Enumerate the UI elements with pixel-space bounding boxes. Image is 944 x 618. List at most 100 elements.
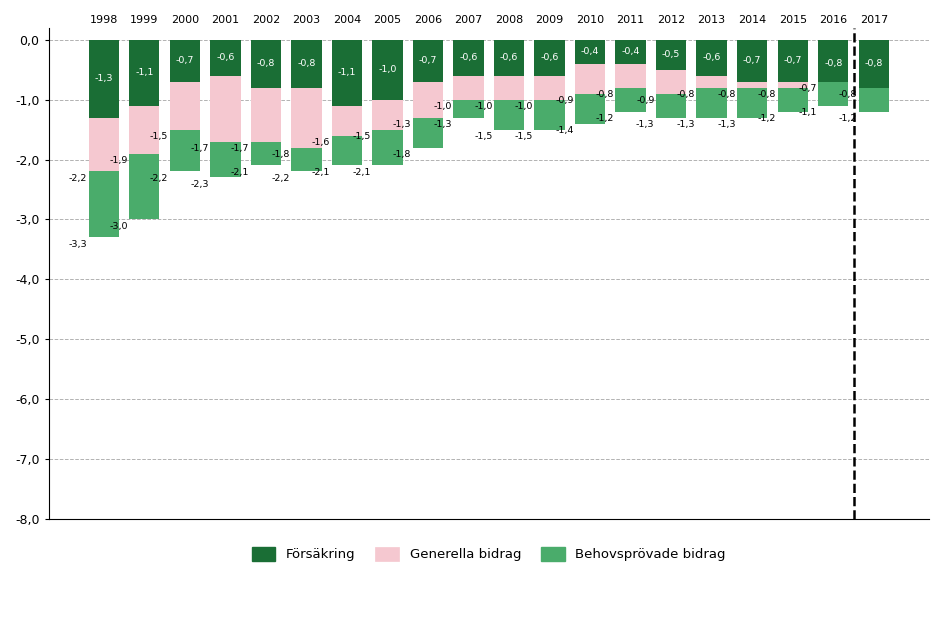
Text: -0,4: -0,4 xyxy=(581,47,599,56)
Bar xyxy=(413,117,443,148)
Text: -1,6: -1,6 xyxy=(312,138,330,147)
Bar xyxy=(170,40,200,82)
Text: -0,6: -0,6 xyxy=(460,53,478,62)
Text: -1,2: -1,2 xyxy=(839,114,857,123)
Text: -1,4: -1,4 xyxy=(555,126,573,135)
Text: -2,2: -2,2 xyxy=(69,174,87,183)
Text: -2,2: -2,2 xyxy=(150,174,168,183)
Bar xyxy=(170,82,200,130)
Bar xyxy=(251,142,281,166)
Bar xyxy=(372,130,403,166)
Text: -1,1: -1,1 xyxy=(135,68,154,77)
Text: -1,7: -1,7 xyxy=(231,144,249,153)
Bar xyxy=(372,40,403,99)
Text: -1,5: -1,5 xyxy=(150,132,168,141)
Text: -1,5: -1,5 xyxy=(474,132,493,141)
Text: -2,1: -2,1 xyxy=(352,168,371,177)
Bar xyxy=(615,64,646,88)
Bar xyxy=(534,40,565,75)
Text: -2,1: -2,1 xyxy=(312,168,330,177)
Text: -0,8: -0,8 xyxy=(865,59,883,68)
Text: -0,6: -0,6 xyxy=(216,53,234,62)
Text: -0,7: -0,7 xyxy=(784,56,801,66)
Bar xyxy=(251,40,281,88)
Text: -1,9: -1,9 xyxy=(110,156,127,165)
Bar xyxy=(859,88,889,112)
Text: -0,8: -0,8 xyxy=(824,59,842,68)
Bar xyxy=(656,40,686,70)
Bar xyxy=(778,82,808,88)
Bar xyxy=(413,82,443,117)
Text: -0,4: -0,4 xyxy=(621,47,640,56)
Bar xyxy=(494,75,524,99)
Bar xyxy=(494,40,524,75)
Bar xyxy=(615,40,646,64)
Text: -1,0: -1,0 xyxy=(433,102,452,111)
Text: -1,3: -1,3 xyxy=(393,120,412,129)
Text: -0,8: -0,8 xyxy=(677,90,695,99)
Bar xyxy=(534,99,565,130)
Bar xyxy=(575,94,605,124)
Text: -0,6: -0,6 xyxy=(540,53,559,62)
Bar xyxy=(737,82,767,88)
Text: -0,8: -0,8 xyxy=(839,90,857,99)
Text: -0,7: -0,7 xyxy=(419,56,437,66)
Text: -0,6: -0,6 xyxy=(702,53,721,62)
Bar xyxy=(372,99,403,130)
Bar xyxy=(453,40,483,75)
Text: -0,8: -0,8 xyxy=(717,90,735,99)
Text: -0,7: -0,7 xyxy=(176,56,194,66)
Bar xyxy=(129,40,160,106)
Bar xyxy=(453,99,483,117)
Bar xyxy=(129,106,160,153)
Text: -1,1: -1,1 xyxy=(799,108,817,117)
Bar xyxy=(575,40,605,64)
Text: -1,7: -1,7 xyxy=(191,144,209,153)
Bar xyxy=(656,70,686,94)
Text: -2,2: -2,2 xyxy=(271,174,290,183)
Bar xyxy=(89,117,119,171)
Bar xyxy=(453,75,483,99)
Bar xyxy=(534,75,565,99)
Bar xyxy=(818,40,849,88)
Text: -1,5: -1,5 xyxy=(514,132,533,141)
Bar xyxy=(494,99,524,130)
Bar xyxy=(331,135,362,166)
Text: -1,0: -1,0 xyxy=(514,102,533,111)
Bar xyxy=(291,148,322,171)
Bar xyxy=(291,40,322,88)
Bar xyxy=(859,40,889,88)
Bar xyxy=(89,171,119,237)
Text: -1,0: -1,0 xyxy=(474,102,493,111)
Bar xyxy=(211,142,241,177)
Bar xyxy=(575,64,605,94)
Bar xyxy=(697,40,727,75)
Bar xyxy=(656,94,686,117)
Bar xyxy=(697,75,727,88)
Text: -0,9: -0,9 xyxy=(555,96,573,105)
Text: -0,7: -0,7 xyxy=(743,56,762,66)
Text: -0,8: -0,8 xyxy=(758,90,776,99)
Text: -3,0: -3,0 xyxy=(110,222,127,231)
Text: -2,1: -2,1 xyxy=(231,168,249,177)
Text: -0,6: -0,6 xyxy=(499,53,518,62)
Text: -1,3: -1,3 xyxy=(717,120,735,129)
Bar xyxy=(211,75,241,142)
Legend: Försäkring, Generella bidrag, Behovsprövade bidrag: Försäkring, Generella bidrag, Behovspröv… xyxy=(252,547,726,561)
Text: -1,1: -1,1 xyxy=(338,68,356,77)
Text: -1,3: -1,3 xyxy=(94,74,113,83)
Text: -1,3: -1,3 xyxy=(433,120,452,129)
Bar xyxy=(170,130,200,171)
Bar xyxy=(818,82,849,88)
Bar xyxy=(331,106,362,135)
Text: -1,2: -1,2 xyxy=(758,114,776,123)
Bar xyxy=(737,40,767,82)
Bar xyxy=(211,40,241,75)
Bar xyxy=(129,153,160,219)
Text: -0,5: -0,5 xyxy=(662,50,681,59)
Bar xyxy=(818,82,849,106)
Text: -0,8: -0,8 xyxy=(596,90,614,99)
Text: -1,0: -1,0 xyxy=(379,65,396,74)
Text: -0,8: -0,8 xyxy=(257,59,275,68)
Text: -1,8: -1,8 xyxy=(271,150,290,159)
